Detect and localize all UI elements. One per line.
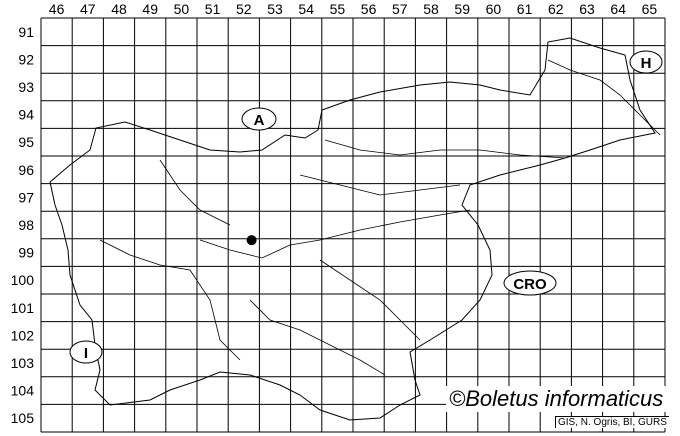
country-label-italy: I: [69, 340, 103, 364]
row-label: 105: [11, 410, 35, 426]
grid-lines: [40, 17, 666, 433]
river: [299, 174, 461, 196]
country-label-hungary: H: [629, 50, 663, 74]
column-label: 58: [423, 1, 439, 17]
river: [99, 239, 241, 361]
row-label: 104: [11, 383, 35, 399]
column-label: 59: [454, 1, 470, 17]
row-label: 93: [18, 79, 34, 95]
grid-labels: 46 47 48 49 50 51 52 53 54 55 56 57 58 59 60 61 62 63 64 65…: [11, 1, 658, 426]
river: [199, 239, 291, 259]
rivers: [99, 59, 661, 376]
column-label: 64: [610, 1, 626, 17]
column-label: 56: [361, 1, 377, 17]
row-label: 98: [18, 217, 34, 233]
river: [289, 209, 471, 246]
column-label: 55: [330, 1, 346, 17]
row-label: 102: [11, 327, 35, 343]
country-label-croatia: CRO: [503, 270, 557, 296]
row-label: 101: [11, 300, 35, 316]
column-label: 46: [49, 1, 65, 17]
label-text: CRO: [513, 276, 547, 293]
column-label: 52: [236, 1, 252, 17]
column-label: 65: [642, 1, 658, 17]
column-label: 62: [548, 1, 564, 17]
country-border: [49, 37, 656, 421]
river: [159, 159, 231, 226]
river: [547, 59, 661, 136]
river: [249, 299, 386, 376]
river: [324, 139, 566, 159]
row-label: 103: [11, 355, 35, 371]
column-label: 47: [80, 1, 96, 17]
row-label: 96: [18, 162, 34, 178]
column-label: 61: [517, 1, 533, 17]
column-label: 51: [205, 1, 221, 17]
river: [319, 259, 421, 341]
row-label: 94: [18, 107, 34, 123]
country-label-austria: A: [241, 107, 277, 131]
column-label: 50: [174, 1, 190, 17]
label-text: H: [641, 55, 652, 72]
label-text: I: [84, 345, 88, 362]
row-label: 91: [18, 24, 34, 40]
copyright-credit: ©Boletus informaticus: [446, 386, 667, 412]
column-label: 48: [111, 1, 127, 17]
row-label: 92: [18, 51, 34, 67]
column-label: 57: [392, 1, 408, 17]
row-label: 95: [18, 134, 34, 150]
column-label: 54: [298, 1, 314, 17]
row-label: 99: [18, 245, 34, 261]
record-point: [246, 235, 257, 246]
row-label: 97: [18, 189, 34, 205]
data-source: GIS, N. Ogris, BI, GURS: [555, 416, 669, 428]
column-label: 53: [267, 1, 283, 17]
column-label: 63: [579, 1, 595, 17]
column-label: 60: [486, 1, 502, 17]
column-label: 49: [142, 1, 158, 17]
label-text: A: [254, 112, 265, 129]
row-label: 100: [11, 272, 35, 288]
